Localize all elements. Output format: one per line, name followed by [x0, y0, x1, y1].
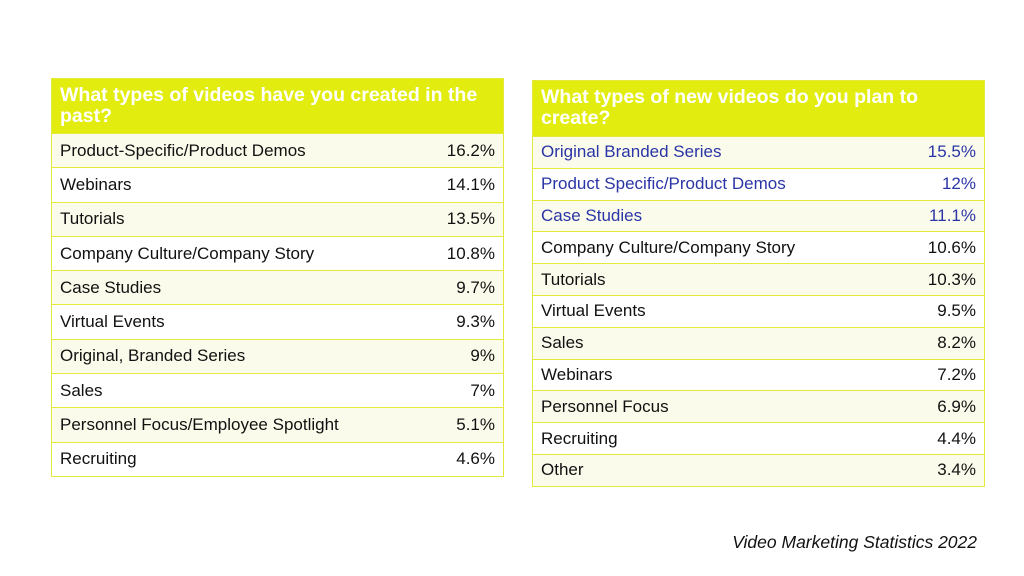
- past-videos-table-row: Product-Specific/Product Demos 16.2%: [52, 133, 503, 168]
- row-label: Personnel Focus/Employee Spotlight: [60, 415, 339, 435]
- row-value: 8.2%: [937, 333, 976, 353]
- row-label: Personnel Focus: [541, 396, 669, 416]
- row-label: Case Studies: [541, 205, 643, 225]
- row-label: Sales: [541, 333, 584, 353]
- past-videos-table-title: What types of videos have you created in…: [52, 79, 503, 133]
- row-label: Webinars: [541, 364, 613, 384]
- past-videos-table-row: Company Culture/Company Story 10.8%: [52, 235, 503, 271]
- row-label: Company Culture/Company Story: [541, 237, 796, 257]
- row-value: 10.3%: [927, 269, 976, 289]
- row-value: 4.4%: [937, 428, 976, 448]
- planned-videos-table-row: Other 3.4%: [533, 453, 984, 486]
- past-videos-table-row: Virtual Events 9.3%: [52, 304, 503, 339]
- row-label: Tutorials: [541, 269, 606, 289]
- planned-videos-table-row: Sales 8.2%: [533, 326, 984, 359]
- past-videos-table-row: Personnel Focus/Employee Spotlight 5.1%: [52, 407, 503, 442]
- row-value: 11.1%: [929, 205, 976, 225]
- row-value: 15.5%: [927, 142, 976, 162]
- row-label: Product Specific/Product Demos: [541, 174, 786, 194]
- past-videos-table-row: Original, Branded Series 9%: [52, 338, 503, 374]
- row-value: 13.5%: [446, 209, 495, 229]
- planned-videos-table-row: Company Culture/Company Story 10.6%: [533, 231, 984, 264]
- row-value: 6.9%: [937, 396, 976, 416]
- past-videos-table-row: Tutorials 13.5%: [52, 201, 503, 236]
- row-value: 16.2%: [446, 140, 495, 160]
- planned-videos-table-row: Recruiting 4.4%: [533, 422, 984, 454]
- source-caption: Video Marketing Statistics 2022: [732, 532, 977, 552]
- row-value: 7%: [470, 380, 495, 400]
- row-value: 9.5%: [937, 301, 976, 321]
- row-label: Product-Specific/Product Demos: [60, 140, 306, 160]
- past-videos-table: What types of videos have you created in…: [51, 78, 504, 477]
- row-value: 9.3%: [456, 312, 495, 332]
- row-label: Sales: [60, 380, 103, 400]
- row-value: 10.6%: [927, 237, 976, 257]
- row-value: 10.8%: [446, 243, 495, 263]
- past-videos-table-row: Case Studies 9.7%: [52, 270, 503, 305]
- planned-videos-table-title: What types of new videos do you plan to …: [533, 81, 984, 136]
- row-label: Original, Branded Series: [60, 346, 246, 366]
- planned-videos-table-row: Virtual Events 9.5%: [533, 294, 984, 327]
- row-value: 5.1%: [456, 415, 495, 435]
- row-label: Original Branded Series: [541, 142, 722, 162]
- row-label: Company Culture/Company Story: [60, 243, 315, 263]
- row-value: 7.2%: [937, 364, 976, 384]
- row-label: Case Studies: [60, 277, 162, 297]
- row-value: 4.6%: [456, 449, 495, 469]
- row-label: Other: [541, 460, 584, 480]
- row-label: Tutorials: [60, 209, 125, 229]
- row-label: Webinars: [60, 174, 132, 194]
- row-label: Recruiting: [60, 449, 137, 469]
- past-videos-table-row: Recruiting 4.6%: [52, 441, 503, 476]
- planned-videos-table-row: Personnel Focus 6.9%: [533, 390, 984, 423]
- planned-videos-table-body: Original Branded Series 15.5% Product Spec…: [533, 136, 984, 486]
- row-value: 14.1%: [446, 174, 495, 194]
- planned-videos-table-row: Original Branded Series 15.5%: [533, 136, 984, 168]
- row-label: Virtual Events: [541, 301, 646, 321]
- planned-videos-table-row: Webinars 7.2%: [533, 358, 984, 391]
- past-videos-table-body: Product-Specific/Product Demos 16.2% Webin…: [52, 133, 503, 476]
- row-value: 12%: [941, 174, 976, 194]
- planned-videos-table: What types of new videos do you plan to …: [532, 80, 985, 487]
- past-videos-table-row: Sales 7%: [52, 373, 503, 408]
- planned-videos-table-row: Product Specific/Product Demos 12%: [533, 167, 984, 200]
- planned-videos-table-row: Tutorials 10.3%: [533, 263, 984, 295]
- row-value: 9.7%: [456, 277, 495, 297]
- past-videos-table-row: Webinars 14.1%: [52, 167, 503, 202]
- row-value: 9%: [470, 346, 495, 366]
- row-label: Recruiting: [541, 428, 618, 448]
- row-label: Virtual Events: [60, 312, 165, 332]
- planned-videos-table-row: Case Studies 11.1%: [533, 199, 984, 232]
- row-value: 3.4%: [937, 460, 976, 480]
